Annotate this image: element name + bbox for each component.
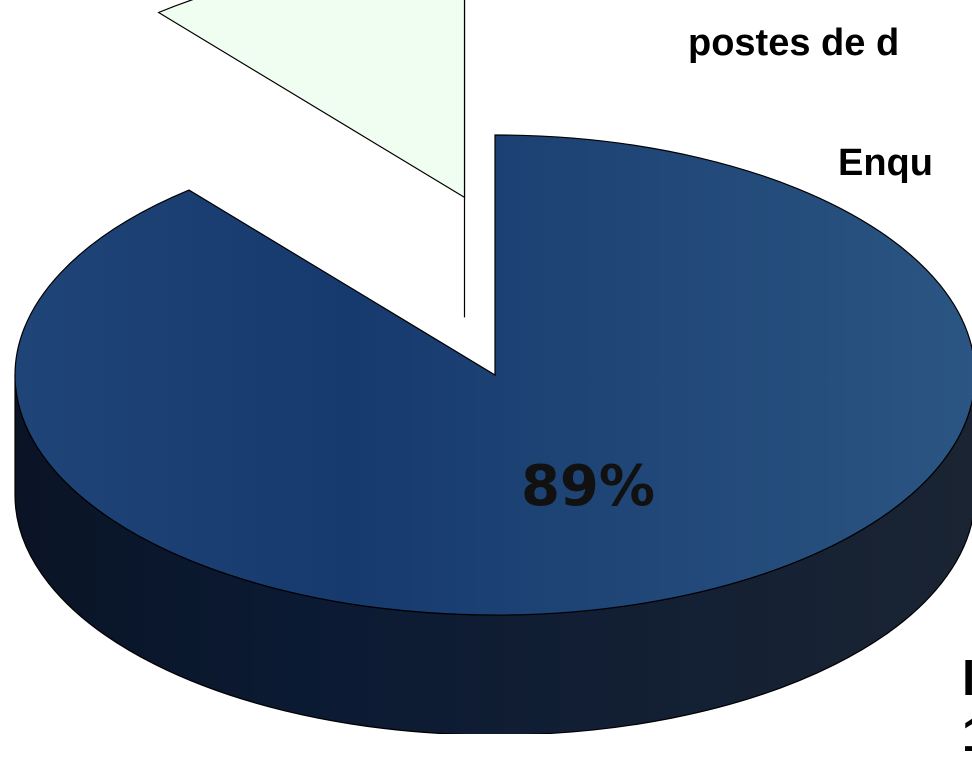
- corner-text-1: l: [962, 653, 972, 706]
- pie-chart: 89%: [14, 0, 972, 734]
- pie-slice-main: [14, 134, 972, 616]
- chart-title-line-1: postes de d: [688, 22, 900, 64]
- corner-text-2: 1: [962, 708, 972, 763]
- pie-slice-small: [157, 0, 466, 199]
- chart-title-line-2: Enqu: [838, 142, 933, 184]
- slice-label-main: 89%: [521, 454, 655, 519]
